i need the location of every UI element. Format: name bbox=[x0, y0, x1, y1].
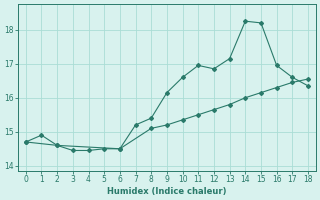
X-axis label: Humidex (Indice chaleur): Humidex (Indice chaleur) bbox=[107, 187, 227, 196]
